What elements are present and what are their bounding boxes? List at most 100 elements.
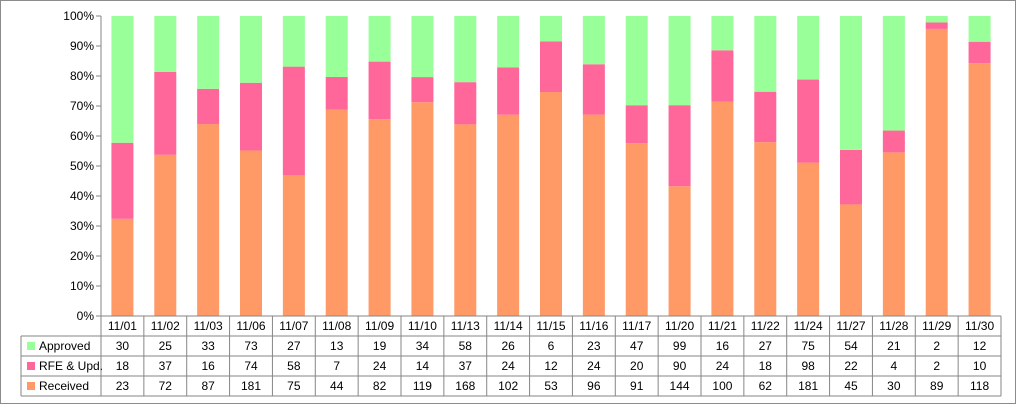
category-label: 11/30	[965, 319, 994, 333]
data-label: 24	[501, 359, 515, 373]
category-label: 11/22	[751, 319, 780, 333]
y-tick-label: 0%	[77, 309, 95, 323]
category-label: 11/21	[708, 319, 737, 333]
data-label: 16	[716, 339, 730, 353]
bar-approved	[754, 16, 777, 92]
data-label: 20	[630, 359, 644, 373]
data-label: 19	[373, 339, 387, 353]
y-tick-label: 10%	[70, 279, 94, 293]
y-axis: 0% 10% 20% 30% 40% 50% 60% 70% 80% 90% 100%	[63, 9, 102, 323]
y-tick-label: 70%	[70, 99, 94, 113]
bar-approved	[454, 16, 477, 83]
data-label: 6	[548, 339, 555, 353]
data-label: 25	[159, 339, 173, 353]
data-label: 30	[116, 339, 130, 353]
bar-rfe-upd	[711, 50, 734, 102]
bar-received	[625, 143, 648, 316]
bar-received	[754, 142, 777, 316]
data-label: 2	[933, 359, 940, 373]
bar-received	[111, 218, 134, 316]
data-label: 89	[930, 379, 944, 393]
bar-received	[454, 124, 477, 316]
bar-rfe-upd	[368, 61, 391, 120]
data-label: 44	[330, 379, 344, 393]
data-label: 54	[844, 339, 858, 353]
bar-approved	[111, 16, 134, 143]
y-tick-label: 80%	[70, 69, 94, 83]
bar-rfe-upd	[111, 142, 134, 219]
y-tick-label: 50%	[70, 159, 94, 173]
bar-approved	[882, 16, 905, 131]
data-label: 118	[970, 379, 989, 393]
bar-received	[882, 152, 905, 316]
bar-rfe-upd	[582, 64, 605, 115]
data-label: 98	[801, 359, 815, 373]
bar-approved	[797, 16, 820, 80]
data-label: 4	[891, 359, 898, 373]
data-label: 82	[373, 379, 387, 393]
category-label: 11/07	[279, 319, 308, 333]
data-label: 23	[587, 339, 601, 353]
bar-received	[840, 204, 862, 316]
data-label: 96	[587, 379, 601, 393]
data-label: 24	[716, 359, 730, 373]
data-label: 168	[455, 379, 475, 393]
data-label: 37	[459, 359, 473, 373]
category-label: 11/01	[108, 319, 137, 333]
bar-rfe-upd	[454, 82, 477, 125]
category-label: 11/02	[151, 319, 180, 333]
category-label: 11/16	[579, 319, 608, 333]
data-table: 11/01 11/02 11/03 11/06 11/07 11/08 11/09 11/10…	[20, 315, 1002, 397]
data-label: 27	[287, 339, 301, 353]
bar-rfe-upd	[197, 88, 220, 125]
bar-rfe-upd	[797, 79, 820, 163]
data-label: 102	[498, 379, 518, 393]
y-tick-label: 100%	[63, 9, 94, 23]
bar-rfe-upd	[668, 105, 691, 187]
legend-label: Received	[39, 379, 89, 393]
bar-received	[197, 124, 220, 317]
bar-rfe-upd	[754, 91, 777, 143]
bar-approved	[325, 16, 348, 77]
category-label: 11/29	[922, 319, 951, 333]
data-label: 181	[798, 379, 818, 393]
bar-approved	[497, 16, 520, 68]
data-label: 12	[973, 339, 987, 353]
data-label: 73	[244, 339, 258, 353]
bar-rfe-upd	[497, 67, 520, 115]
bar-approved	[582, 16, 605, 65]
bar-rfe-upd	[411, 77, 434, 103]
data-label: 34	[416, 339, 430, 353]
bar-approved	[625, 16, 648, 106]
y-tick-label: 30%	[70, 219, 94, 233]
bars	[111, 16, 991, 317]
y-tick-label: 20%	[70, 249, 94, 263]
data-label: 26	[501, 339, 515, 353]
category-label: 11/06	[236, 319, 265, 333]
legend-key	[27, 382, 35, 390]
bar-received	[668, 186, 691, 316]
bar-rfe-upd	[282, 66, 305, 176]
category-label: 11/10	[408, 319, 437, 333]
data-label: 90	[673, 359, 687, 373]
data-label: 21	[887, 339, 901, 353]
bar-rfe-upd	[625, 105, 648, 144]
category-label: 11/08	[322, 319, 351, 333]
data-label: 7	[333, 359, 340, 373]
data-label: 24	[587, 359, 601, 373]
bar-approved	[411, 16, 434, 78]
data-label: 119	[413, 379, 432, 393]
category-label: 11/17	[622, 319, 651, 333]
legend-key	[27, 342, 35, 350]
bar-approved	[540, 16, 562, 42]
bar-received	[497, 114, 520, 317]
data-label: 99	[673, 339, 687, 353]
bar-received	[240, 150, 262, 316]
bar-approved	[840, 16, 862, 150]
data-label: 58	[459, 339, 473, 353]
category-label: 11/13	[451, 319, 480, 333]
data-label: 74	[244, 359, 258, 373]
data-label: 75	[801, 339, 815, 353]
